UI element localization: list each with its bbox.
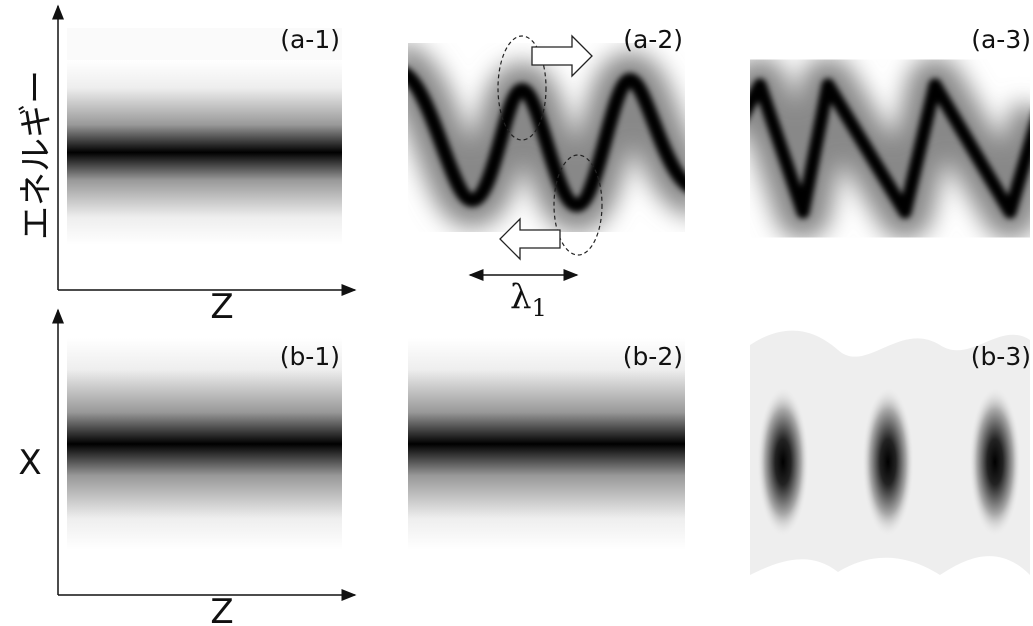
x-axis-label: X xyxy=(18,443,41,483)
band xyxy=(67,338,342,550)
z-axis-label: Z xyxy=(210,287,233,327)
energy-axis-label: エネルギー xyxy=(17,70,57,240)
panel-label: (a-2) xyxy=(623,25,683,54)
panel-label: (a-1) xyxy=(280,25,340,54)
panel-label: (a-3) xyxy=(971,25,1031,54)
wavelength-subscript: 1 xyxy=(532,294,547,322)
band xyxy=(67,60,342,245)
band xyxy=(408,338,685,550)
panel-label: (b-3) xyxy=(971,342,1031,371)
wavelength-symbol: λ xyxy=(510,277,532,317)
panel-label: (b-1) xyxy=(280,342,340,371)
arrow-right xyxy=(531,34,593,78)
highlight xyxy=(497,35,603,256)
spots xyxy=(757,387,1021,537)
wavelength-label: λ1 xyxy=(510,277,547,322)
panel-sawtooth xyxy=(750,28,1030,275)
axes xyxy=(52,4,357,601)
z-axis-label: Z xyxy=(210,592,233,626)
panel-label: (b-2) xyxy=(623,342,683,371)
arrow-left xyxy=(499,217,561,261)
